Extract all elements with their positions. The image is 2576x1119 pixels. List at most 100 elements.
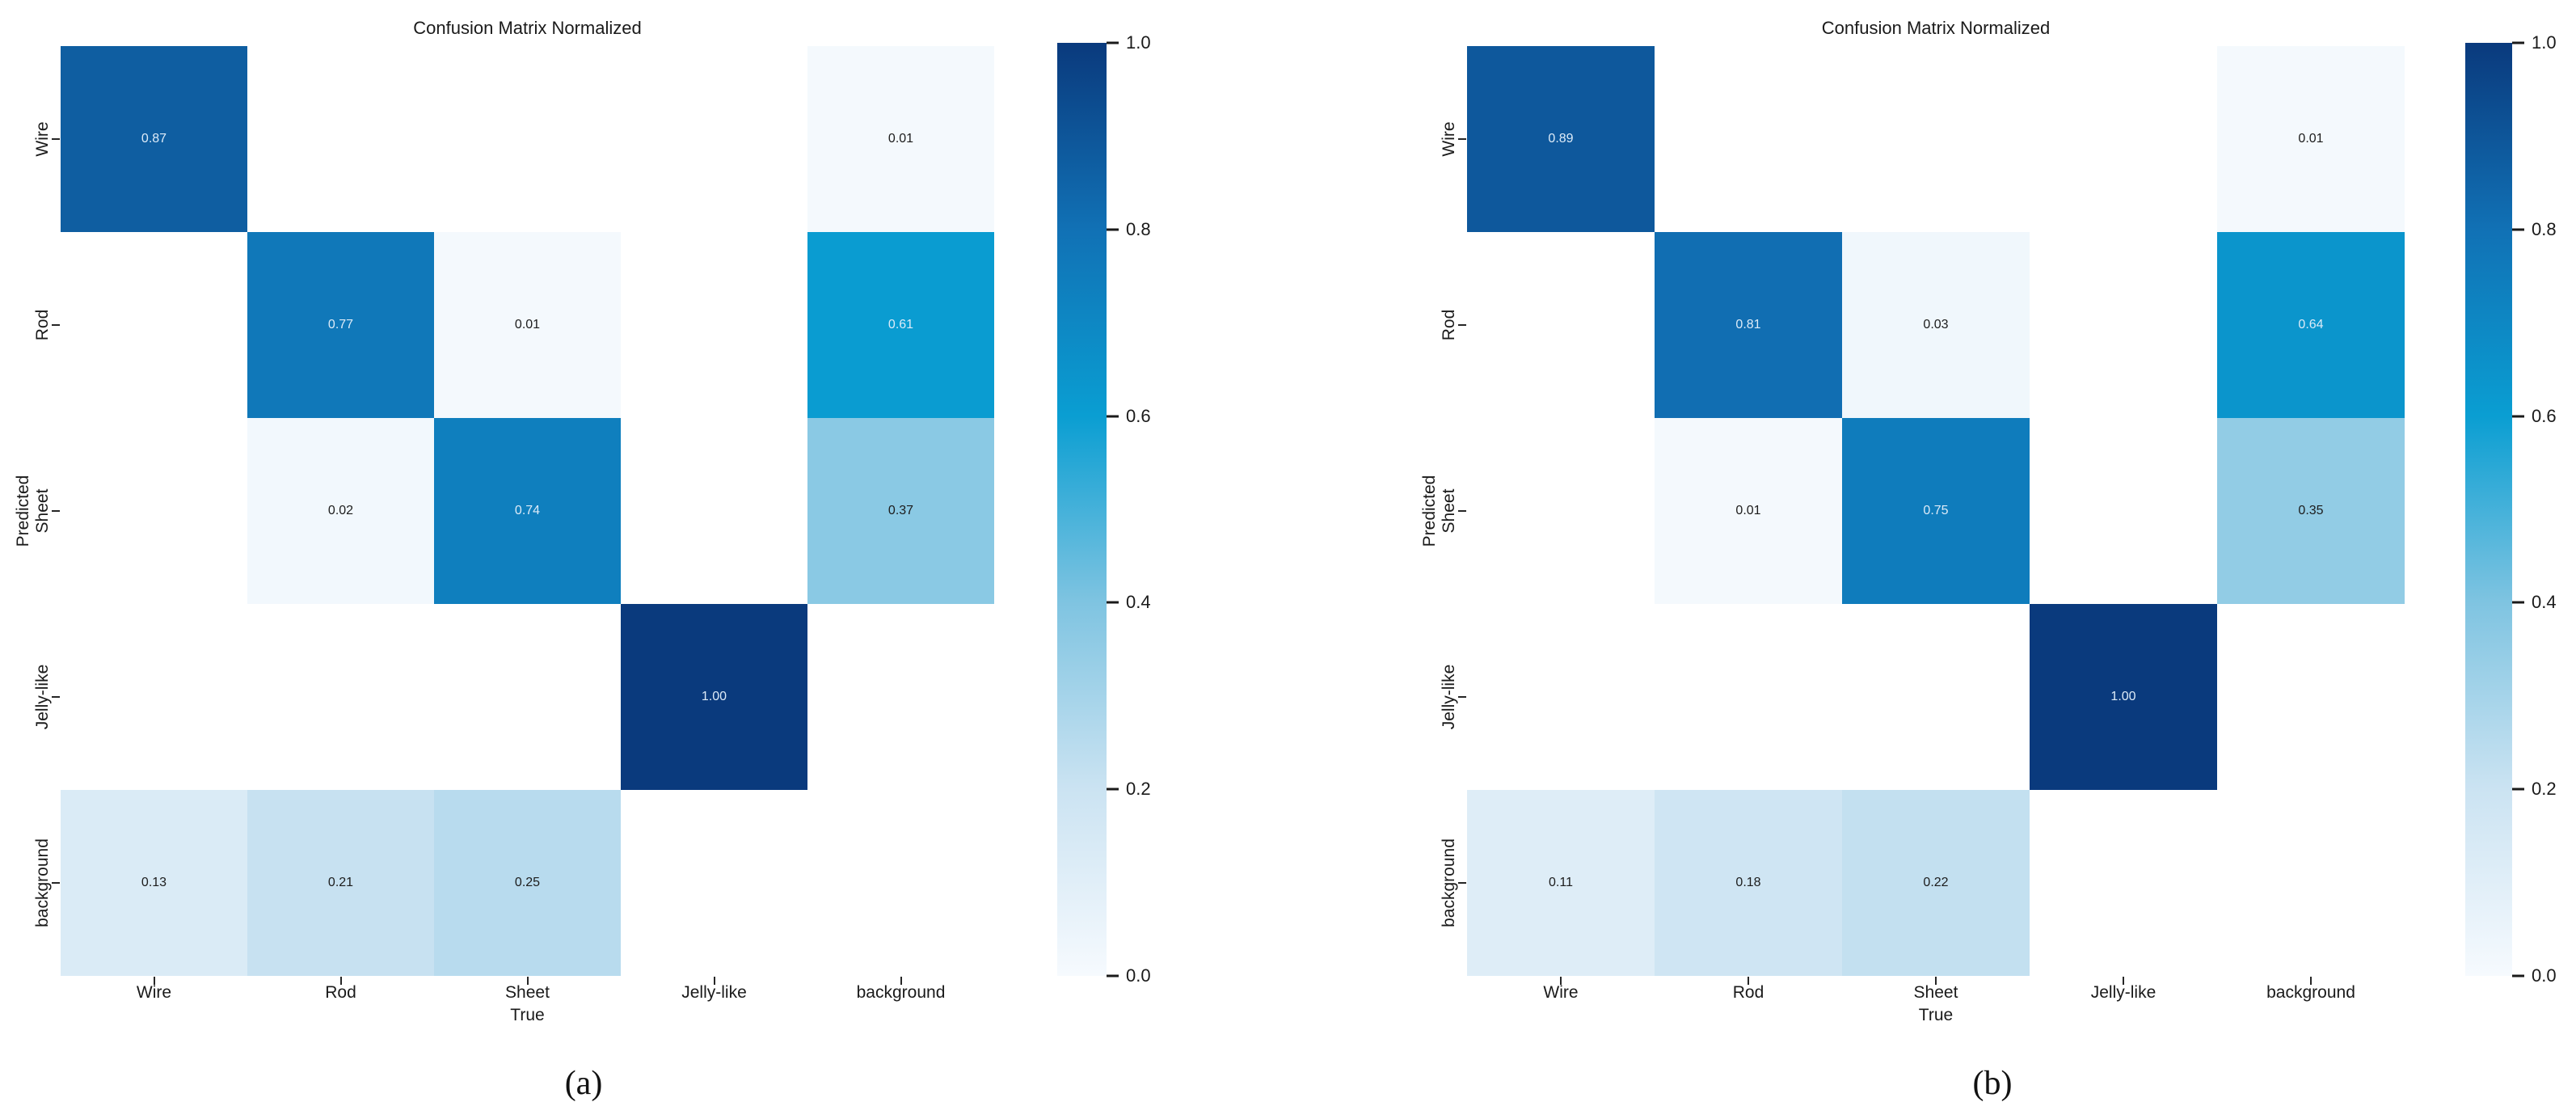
- colorbar-tick-mark: [2512, 974, 2524, 978]
- y-tick-mark: [1458, 138, 1466, 140]
- colorbar-tick-label: 1.0: [2532, 32, 2557, 53]
- cell-annotation: 0.75: [1923, 504, 1949, 517]
- heatmap-cell: 0.01: [1655, 418, 1842, 604]
- cell-annotation: 1.00: [701, 690, 727, 703]
- heatmap-cell: 0.87: [61, 46, 247, 232]
- confusion-matrix-heatmap: 0.87 0.01 0.77 0.01 0.61 0.02 0.74 0.37 1.00 0.13…: [61, 46, 994, 976]
- colorbar-tick-label: 1.0: [1126, 32, 1151, 53]
- heatmap-cell: [247, 604, 434, 790]
- x-tick-mark: [339, 977, 342, 985]
- heatmap-cell: [61, 232, 247, 418]
- heatmap-cell: 0.61: [807, 232, 994, 418]
- heatmap-cell: [2217, 604, 2405, 790]
- heatmap-cell: [247, 46, 434, 232]
- x-tick-label: Rod: [1732, 983, 1764, 1002]
- x-tick-mark: [2310, 977, 2312, 985]
- x-tick-mark: [1935, 977, 1937, 985]
- heatmap-cell: [2217, 790, 2405, 976]
- heatmap-cell: [2030, 790, 2217, 976]
- y-tick-label: background: [1440, 838, 1458, 927]
- colorbar-gradient: [1057, 43, 1107, 976]
- cell-annotation: 0.01: [2298, 132, 2324, 146]
- cell-annotation: 0.74: [514, 504, 541, 517]
- y-tick-mark: [52, 696, 60, 698]
- plot-title: Confusion Matrix Normalized: [1821, 18, 2051, 38]
- colorbar-tick-label: 0.4: [2532, 592, 2557, 613]
- heatmap-cell: [1842, 604, 2030, 790]
- colorbar-tick-mark: [1107, 41, 1119, 44]
- x-tick-label: Jelly-like: [681, 983, 747, 1002]
- cell-annotation: 0.21: [327, 876, 354, 889]
- heatmap-cell: 0.37: [807, 418, 994, 604]
- cell-annotation: 0.61: [887, 318, 914, 331]
- heatmap-cell: 0.13: [61, 790, 247, 976]
- colorbar-tick-mark: [2512, 788, 2524, 791]
- x-tick-mark: [713, 977, 715, 985]
- colorbar-tick-label: 0.4: [1126, 592, 1151, 613]
- x-tick-mark: [526, 977, 529, 985]
- y-tick-label: Rod: [1440, 309, 1458, 341]
- x-tick-label: Wire: [136, 983, 172, 1002]
- heatmap-cell: [2030, 418, 2217, 604]
- cell-annotation: 0.01: [1735, 504, 1761, 517]
- colorbar-tick-label: 0.8: [2532, 218, 2557, 239]
- y-tick-mark: [1458, 882, 1466, 884]
- cell-annotation: 0.35: [2298, 504, 2324, 517]
- heatmap-cell: 1.00: [2030, 604, 2217, 790]
- heatmap-cell: 0.18: [1655, 790, 1842, 976]
- heatmap-cell: [1655, 46, 1842, 232]
- y-tick-mark: [1458, 696, 1466, 698]
- colorbar-gradient: [2465, 43, 2512, 976]
- subfigure-caption: (a): [564, 1065, 603, 1102]
- colorbar: 1.0 0.8 0.6 0.4 0.2 0.0: [2465, 32, 2557, 986]
- heatmap-cell: 0.35: [2217, 418, 2405, 604]
- heatmap-cell: [61, 604, 247, 790]
- colorbar-tick-label: 0.2: [2532, 779, 2557, 800]
- heatmap-cell: [61, 418, 247, 604]
- colorbar: 1.0 0.8 0.6 0.4 0.2 0.0: [1057, 32, 1151, 986]
- cell-annotation: 0.81: [1735, 318, 1761, 331]
- heatmap-cell: [434, 46, 621, 232]
- heatmap-cell: [621, 790, 807, 976]
- heatmap-cell: [1655, 604, 1842, 790]
- colorbar-tick-mark: [1107, 974, 1119, 978]
- y-tick-label: Jelly-like: [1440, 664, 1458, 730]
- heatmap-cell: 0.74: [434, 418, 621, 604]
- cell-annotation: 0.13: [141, 876, 167, 889]
- cell-annotation: 0.64: [2298, 318, 2324, 331]
- heatmap-cell: 0.22: [1842, 790, 2030, 976]
- heatmap-cell: [1467, 418, 1655, 604]
- y-tick-mark: [52, 138, 60, 140]
- heatmap-cell: [1842, 46, 2030, 232]
- cell-annotation: 0.01: [514, 318, 541, 331]
- x-axis-label: True: [1918, 1006, 1954, 1024]
- heatmap-cell: [807, 790, 994, 976]
- x-tick-mark: [153, 977, 155, 985]
- colorbar-tick-mark: [1107, 601, 1119, 604]
- confusion-matrix-heatmap: 0.89 0.01 0.81 0.03 0.64 0.01 0.75 0.35 1.00 0.11…: [1467, 46, 2405, 976]
- heatmap-cell: 0.75: [1842, 418, 2030, 604]
- x-tick-mark: [2123, 977, 2124, 985]
- cell-annotation: 0.77: [327, 318, 354, 331]
- heatmap-cell: 0.01: [2217, 46, 2405, 232]
- x-tick-label: Rod: [325, 983, 356, 1002]
- colorbar-tick-label: 0.6: [1126, 405, 1151, 426]
- heatmap-cell: [807, 604, 994, 790]
- heatmap-cell: 0.89: [1467, 46, 1655, 232]
- x-axis-label: True: [510, 1006, 545, 1024]
- x-tick-mark: [1560, 977, 1562, 985]
- cell-annotation: 0.37: [887, 504, 914, 517]
- colorbar-tick-label: 0.0: [1126, 965, 1151, 986]
- heatmap-cell: 0.81: [1655, 232, 1842, 418]
- heatmap-cell: 0.11: [1467, 790, 1655, 976]
- plot-title: Confusion Matrix Normalized: [413, 18, 642, 38]
- heatmap-cell: 0.01: [807, 46, 994, 232]
- colorbar-tick-label: 0.2: [1126, 779, 1151, 800]
- cell-annotation: 0.18: [1735, 876, 1761, 889]
- cell-annotation: 1.00: [2110, 690, 2136, 703]
- x-tick-label: Wire: [1543, 983, 1579, 1002]
- colorbar-tick-mark: [1107, 228, 1119, 231]
- x-tick-label: Sheet: [505, 983, 550, 1002]
- heatmap-cell: [621, 418, 807, 604]
